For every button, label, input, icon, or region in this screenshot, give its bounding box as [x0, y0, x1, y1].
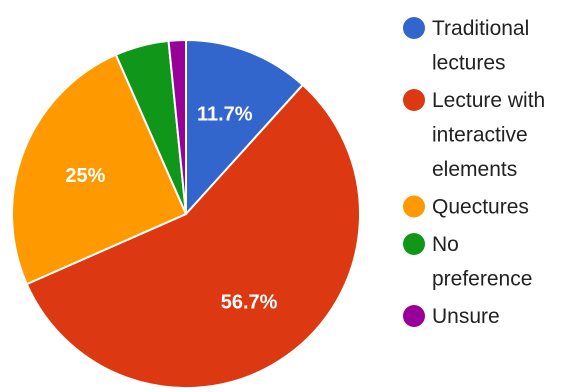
pie-slice-labels: 11.7% 56.7% 25%	[65, 103, 277, 313]
pie-slices	[11, 38, 361, 389]
legend-label-quectures: Quectures	[432, 196, 529, 219]
legend-label-lecture-with-interactive-elements: Lecture with interactive elements	[432, 89, 545, 181]
pie-slice-traditional-lectures	[185, 38, 305, 217]
legend-swatch-quectures	[403, 195, 425, 218]
legend: Traditional lectures Lecture with interacti…	[403, 17, 545, 328]
legend-label-no-preference: No preference	[432, 233, 532, 291]
pie-slice-lecture-with-interactive-elements	[25, 83, 361, 389]
slice-label-lecture-with-interactive-elements: 56.7%	[221, 292, 278, 314]
slice-label-quectures: 25%	[65, 165, 105, 187]
slice-label-traditional-lectures: 11.7%	[197, 103, 253, 125]
legend-swatch-lecture-with-interactive-elements	[403, 89, 425, 111]
legend-label-traditional-lectures: Traditional lectures	[432, 17, 529, 75]
legend-label-unsure: Unsure	[432, 305, 500, 328]
legend-swatch-no-preference	[403, 233, 425, 255]
legend-swatch-unsure	[403, 305, 425, 327]
pie-slice-quectures	[11, 53, 188, 286]
pie-slice-unsure	[167, 38, 187, 215]
legend-swatch-traditional-lectures	[403, 17, 425, 39]
